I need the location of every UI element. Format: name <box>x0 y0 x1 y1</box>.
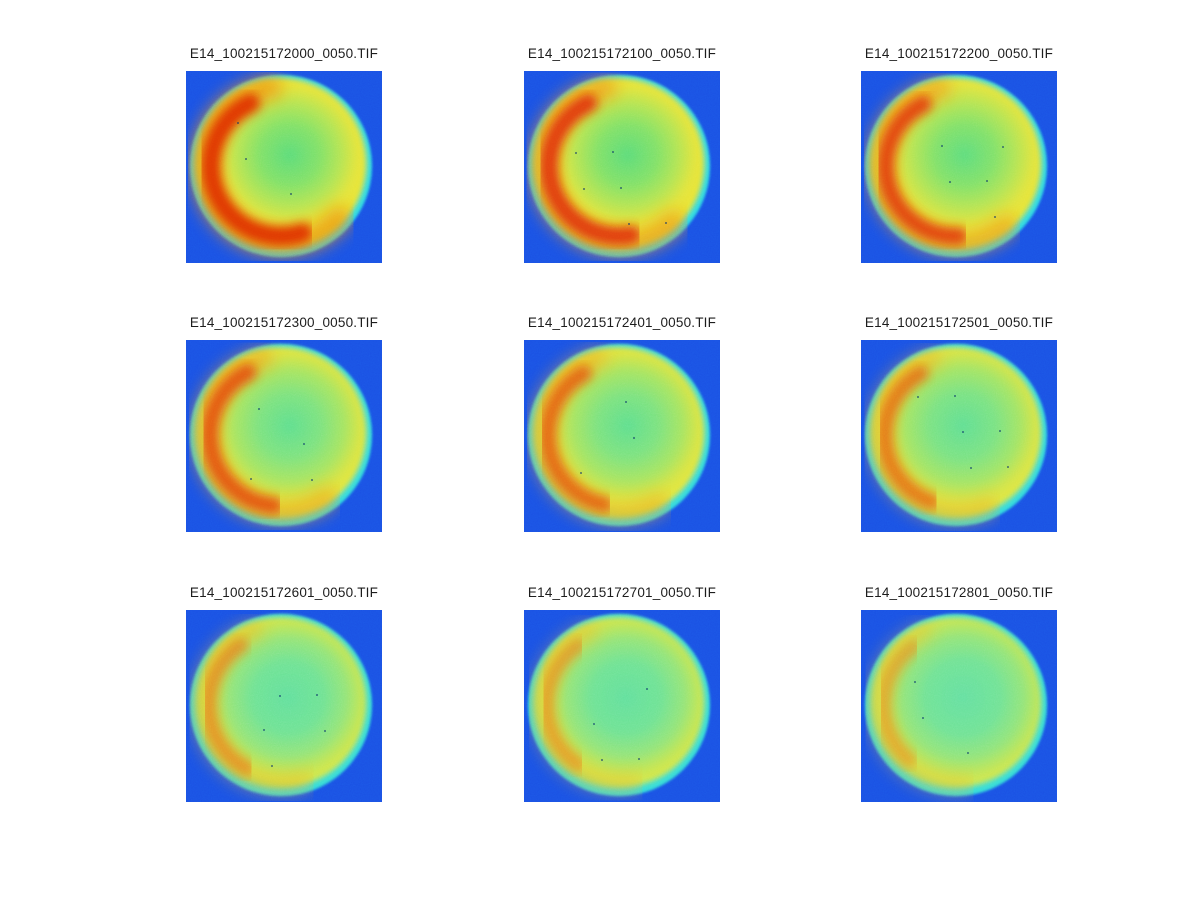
subplot-panel-9: E14_100215172801_0050.TIF <box>861 583 1057 802</box>
tif-image <box>186 610 382 802</box>
panel-title: E14_100215172701_0050.TIF <box>527 585 717 600</box>
subplot-panel-3: E14_100215172200_0050.TIF <box>861 44 1057 263</box>
tif-image <box>861 71 1057 263</box>
panel-title: E14_100215172401_0050.TIF <box>527 315 717 330</box>
tif-image <box>524 610 720 802</box>
subplot-panel-8: E14_100215172701_0050.TIF <box>524 583 720 802</box>
subplot-panel-2: E14_100215172100_0050.TIF <box>524 44 720 263</box>
panel-title: E14_100215172501_0050.TIF <box>864 315 1054 330</box>
panel-title: E14_100215172801_0050.TIF <box>864 585 1054 600</box>
subplot-panel-6: E14_100215172501_0050.TIF <box>861 313 1057 532</box>
panel-title: E14_100215172100_0050.TIF <box>527 46 717 61</box>
tif-image <box>861 610 1057 802</box>
subplot-panel-1: E14_100215172000_0050.TIF <box>186 44 382 263</box>
tif-image <box>186 340 382 532</box>
subplot-panel-5: E14_100215172401_0050.TIF <box>524 313 720 532</box>
panel-title: E14_100215172601_0050.TIF <box>189 585 379 600</box>
subplot-panel-4: E14_100215172300_0050.TIF <box>186 313 382 532</box>
subplot-panel-7: E14_100215172601_0050.TIF <box>186 583 382 802</box>
tif-image <box>524 340 720 532</box>
panel-title: E14_100215172200_0050.TIF <box>864 46 1054 61</box>
panel-title: E14_100215172000_0050.TIF <box>189 46 379 61</box>
tif-image <box>186 71 382 263</box>
tif-image <box>861 340 1057 532</box>
tif-image <box>524 71 720 263</box>
panel-title: E14_100215172300_0050.TIF <box>189 315 379 330</box>
